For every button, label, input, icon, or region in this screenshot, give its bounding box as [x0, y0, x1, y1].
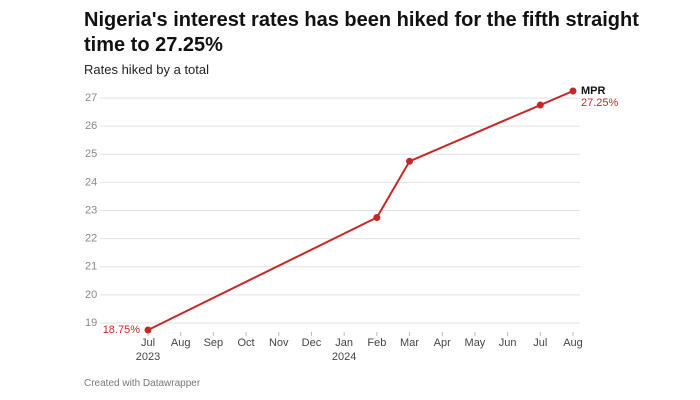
y-tick-label: 27 — [85, 92, 97, 104]
y-tick-label: 21 — [85, 261, 97, 273]
chart-subtitle: Rates hiked by a total — [84, 62, 210, 77]
x-tick-label: Apr — [434, 337, 451, 349]
x-tick-label: May — [465, 337, 486, 349]
value-label: 27.25% — [581, 97, 619, 109]
point — [406, 157, 414, 165]
y-tick-label: 24 — [85, 176, 97, 188]
chart-credit: Created with Datawrapper — [84, 378, 201, 389]
y-tick-label: 23 — [85, 204, 97, 216]
x-tick-label: Aug — [171, 337, 191, 349]
series-label: MPR — [581, 85, 606, 97]
x-tick-label: Nov — [269, 337, 289, 349]
point — [144, 326, 152, 334]
y-tick-label: 19 — [85, 317, 97, 329]
y-tick-label: 20 — [85, 289, 97, 301]
y-tick-label: 25 — [85, 148, 97, 160]
point — [569, 87, 577, 95]
y-tick-label: 26 — [85, 120, 97, 132]
x-tick-label: Feb — [367, 337, 386, 349]
x-tick-label: Oct — [238, 337, 255, 349]
point — [536, 101, 544, 109]
x-tick-label: Jul — [533, 337, 547, 349]
x-tick-label: Aug — [563, 337, 583, 349]
value-label: 18.75% — [103, 324, 141, 336]
x-tick-label: Mar — [400, 337, 419, 349]
x-tick-label: Jul — [141, 337, 155, 349]
x-year-label: 2023 — [136, 351, 160, 363]
y-tick-label: 22 — [85, 233, 97, 245]
point — [373, 214, 381, 222]
x-tick-label: Jan — [335, 337, 353, 349]
x-tick-label: Dec — [302, 337, 322, 349]
chart-title: Nigeria's interest rates has been hiked … — [84, 9, 639, 56]
x-tick-label: Sep — [204, 337, 224, 349]
x-tick-label: Jun — [499, 337, 517, 349]
x-year-label: 2024 — [332, 351, 356, 363]
